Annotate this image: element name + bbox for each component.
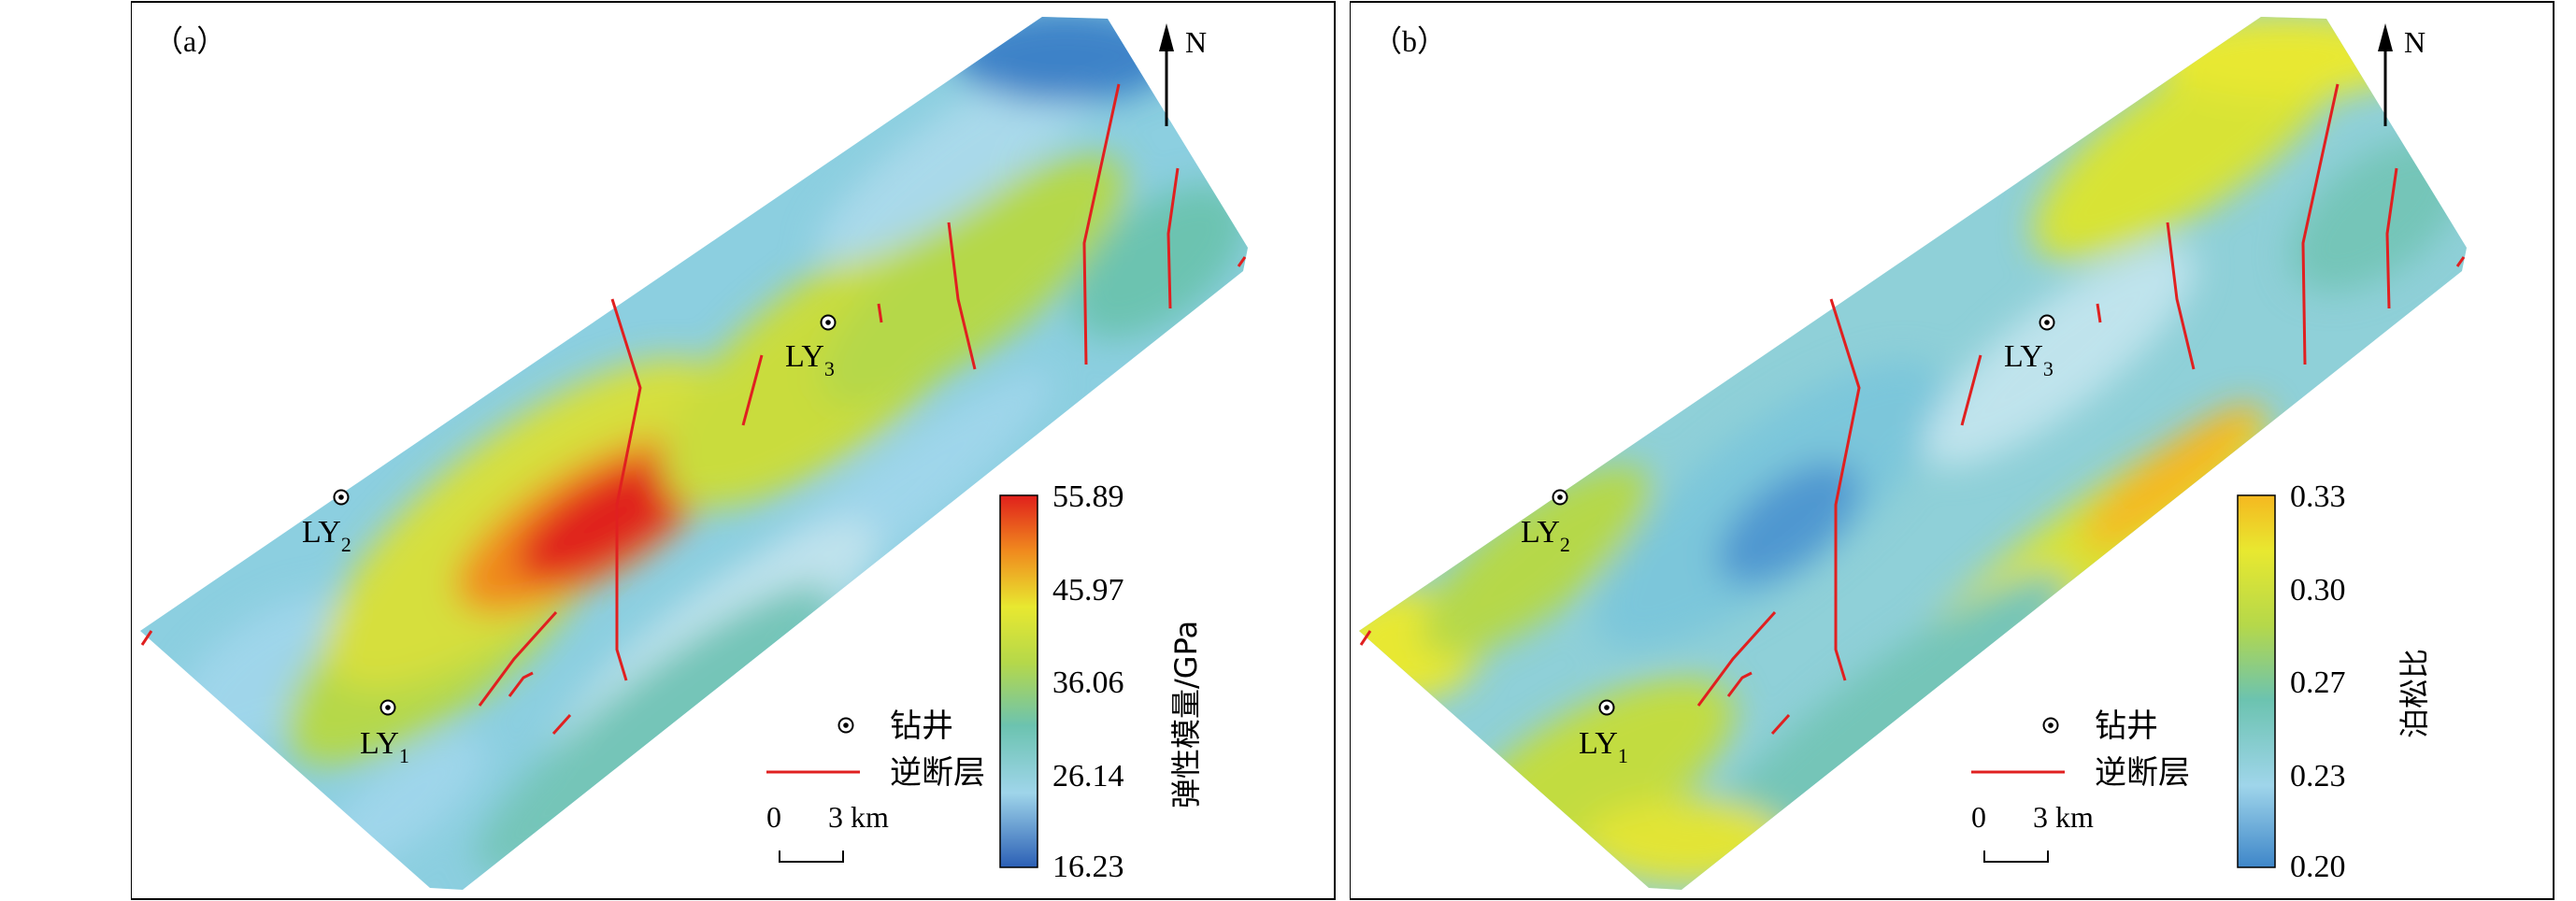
fault-line [1770,713,1791,736]
well-label-LY2: LY [302,515,341,550]
well-label-LY1: LY [360,726,399,761]
colorbar-tick: 16.23 [1052,850,1124,884]
legend: 钻井 逆断层 [1971,708,2190,792]
north-arrow-icon: N [2378,23,2426,126]
scale-end: 3 km [828,800,889,834]
north-label: N [2404,25,2426,59]
well-label-LY1: LY [1579,726,1618,761]
scale-zero: 0 [766,800,781,834]
colorbar-tick: 36.06 [1052,665,1124,700]
well-sub: 1 [1618,744,1628,767]
well-LY2: LY2 [1521,489,1570,556]
colorbar-ramp [2237,494,2276,868]
fault-line [1960,354,1982,426]
colorbar-tick: 0.30 [2290,573,2346,608]
fault-line [1166,167,1180,309]
scale-zero: 0 [1971,800,1986,834]
fault-line [877,303,883,323]
north-label: N [1185,25,1207,59]
fault-line [1696,610,1777,707]
legend-well-label: 钻井 [890,708,953,745]
colorbar-ramp [999,494,1038,868]
colorbar-tick: 0.27 [2290,665,2346,700]
panel-frame [131,1,1336,900]
legend-fault-label: 逆断层 [2095,754,2190,792]
fault-line [1726,671,1753,697]
fault-line [508,671,534,697]
colorbar-tick: 0.33 [2290,479,2346,514]
panel-label: （a） [153,24,226,58]
well-sub: 1 [399,744,409,767]
colorbar: 0.33 0.30 0.27 0.23 0.20 泊松比 [2237,479,2432,884]
well-LY1: LY1 [360,699,409,767]
colorbar-tick: 0.20 [2290,850,2346,884]
fault-lines [140,83,1247,736]
well-LY1: LY1 [1579,699,1628,767]
map-a-svg: LY3 LY2 LY1 （a） N 钻井 逆断层 0 3 km 55.89 45… [131,1,1336,900]
map-b-svg: LY3 LY2 LY1 （b） N 钻井 逆断层 0 3 km 0.33 0.3… [1350,1,2555,900]
fault-line [2455,256,2466,267]
elastic-modulus-map [140,17,1248,890]
colorbar-title: 泊松比 [2397,649,2432,738]
well-label-LY3: LY [2004,339,2043,374]
well-LY3: LY3 [2004,314,2055,380]
scale-bar: 0 3 km [1971,800,2094,863]
poisson-ratio-map [1359,17,2467,890]
fault-line [610,298,642,681]
fault-line [947,222,977,370]
svg-text:LY3: LY3 [2004,339,2054,380]
well-label-LY3: LY [785,339,824,374]
colorbar-tick: 0.23 [2290,759,2346,794]
fault-line [2096,303,2102,323]
colorbar: 55.89 45.97 36.06 26.14 16.23 弹性模量/GPa [999,479,1204,884]
fault-line [1359,630,1372,646]
map-panel-b: LY3 LY2 LY1 （b） N 钻井 逆断层 0 3 km 0.33 0.3… [1350,0,2555,901]
scale-bar: 0 3 km [766,800,889,863]
well-sub: 2 [341,533,351,556]
fault-line [478,610,558,707]
fault-line [1829,298,1861,681]
colorbar-tick: 26.14 [1052,759,1124,794]
panel-frame [1350,1,2555,900]
colorbar-tick: 45.97 [1052,573,1124,608]
north-arrow-icon: N [1159,23,1207,126]
fault-line [551,713,572,736]
fault-line [140,630,153,646]
fault-line [2385,167,2398,309]
fault-line [2301,83,2340,365]
svg-text:LY2: LY2 [1521,515,1570,556]
well-sub: 3 [824,357,835,380]
colorbar-tick: 55.89 [1052,479,1124,514]
well-label-LY2: LY [1521,515,1560,550]
well-LY3: LY3 [785,314,837,380]
panel-label: （b） [1372,24,1447,58]
well-LY2: LY2 [302,489,351,556]
legend-well-label: 钻井 [2095,708,2158,745]
svg-text:LY2: LY2 [302,515,351,556]
svg-text:LY1: LY1 [1579,726,1628,767]
legend: 钻井 逆断层 [766,708,985,792]
fault-line [1237,256,1247,267]
svg-text:LY1: LY1 [360,726,409,767]
legend-fault-label: 逆断层 [890,754,985,792]
colorbar-title: 弹性模量/GPa [1168,621,1204,808]
fault-line [1082,83,1121,365]
map-panel-a: LY3 LY2 LY1 （a） N 钻井 逆断层 0 3 km 55.89 45… [131,0,1337,901]
well-sub: 2 [1560,533,1570,556]
well-sub: 3 [2043,357,2054,380]
svg-text:LY3: LY3 [785,339,835,380]
fault-lines [1359,83,2466,736]
fault-line [741,354,764,426]
scale-end: 3 km [2033,800,2094,834]
fault-line [2166,222,2196,370]
